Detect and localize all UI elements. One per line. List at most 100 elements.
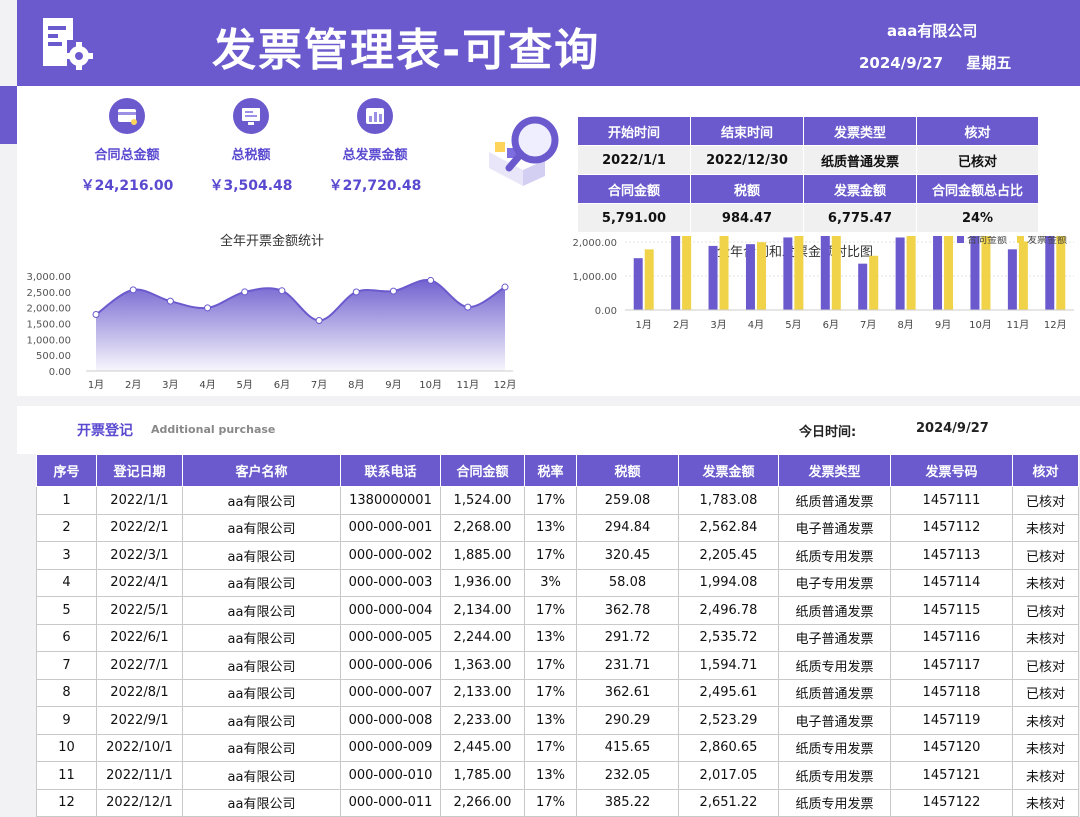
table-cell[interactable]: 已核对 (1012, 596, 1079, 625)
table-cell[interactable]: 2022/4/1 (96, 568, 183, 597)
table-cell[interactable]: 3% (524, 568, 577, 597)
table-cell[interactable]: 1,785.00 (440, 761, 525, 790)
table-cell[interactable]: 2,205.45 (678, 541, 779, 570)
table-cell[interactable]: 1457121 (890, 761, 1013, 790)
table-cell[interactable]: aa有限公司 (182, 788, 341, 817)
table-cell[interactable]: 362.78 (576, 596, 679, 625)
table-cell[interactable]: 未核对 (1012, 513, 1079, 542)
table-cell[interactable]: 291.72 (576, 623, 679, 652)
table-cell[interactable]: 1457118 (890, 678, 1013, 707)
table-cell[interactable]: 电子普通发票 (778, 513, 891, 542)
table-cell[interactable]: 294.84 (576, 513, 679, 542)
table-cell[interactable]: 1,936.00 (440, 568, 525, 597)
table-cell[interactable]: 2,133.00 (440, 678, 525, 707)
table-cell[interactable]: 362.61 (576, 678, 679, 707)
table-cell[interactable]: 2022/9/1 (96, 706, 183, 735)
table-cell[interactable]: 1457117 (890, 651, 1013, 680)
table-cell[interactable]: 000-000-002 (340, 541, 441, 570)
table-cell[interactable]: 2022/10/1 (96, 733, 183, 762)
end-date-cell[interactable]: 2022/12/30 (690, 145, 804, 175)
table-cell[interactable]: 000-000-011 (340, 788, 441, 817)
table-cell[interactable]: 2022/12/1 (96, 788, 183, 817)
table-cell[interactable]: 1,524.00 (440, 486, 525, 515)
table-cell[interactable]: 未核对 (1012, 706, 1079, 735)
table-cell[interactable]: 未核对 (1012, 761, 1079, 790)
table-cell[interactable]: 17% (524, 486, 577, 515)
table-cell[interactable]: 320.45 (576, 541, 679, 570)
invoice-type-cell[interactable]: 纸质普通发票 (803, 145, 917, 175)
table-cell[interactable]: 6 (36, 623, 97, 652)
table-cell[interactable]: 2022/3/1 (96, 541, 183, 570)
table-cell[interactable]: aa有限公司 (182, 623, 341, 652)
table-cell[interactable]: 000-000-010 (340, 761, 441, 790)
table-cell[interactable]: 4 (36, 568, 97, 597)
table-cell[interactable]: 1457122 (890, 788, 1013, 817)
table-cell[interactable]: 1,994.08 (678, 568, 779, 597)
table-cell[interactable]: 17% (524, 733, 577, 762)
table-cell[interactable]: 1,363.00 (440, 651, 525, 680)
table-cell[interactable]: 2,017.05 (678, 761, 779, 790)
table-cell[interactable]: 2,244.00 (440, 623, 525, 652)
table-cell[interactable]: 2,134.00 (440, 596, 525, 625)
table-cell[interactable]: 纸质普通发票 (778, 678, 891, 707)
table-cell[interactable]: 000-000-004 (340, 596, 441, 625)
table-cell[interactable]: 9 (36, 706, 97, 735)
table-cell[interactable]: 2022/7/1 (96, 651, 183, 680)
table-cell[interactable]: 232.05 (576, 761, 679, 790)
table-cell[interactable]: 13% (524, 706, 577, 735)
table-cell[interactable]: 未核对 (1012, 788, 1079, 817)
table-cell[interactable]: aa有限公司 (182, 733, 341, 762)
table-cell[interactable]: 纸质专用发票 (778, 733, 891, 762)
table-cell[interactable]: 000-000-008 (340, 706, 441, 735)
table-cell[interactable]: 1457115 (890, 596, 1013, 625)
table-cell[interactable]: aa有限公司 (182, 706, 341, 735)
table-cell[interactable]: 纸质专用发票 (778, 761, 891, 790)
table-cell[interactable]: 000-000-006 (340, 651, 441, 680)
table-cell[interactable]: 1,783.08 (678, 486, 779, 515)
check-status-cell[interactable]: 已核对 (916, 145, 1039, 175)
table-cell[interactable]: 2 (36, 513, 97, 542)
table-cell[interactable]: 5 (36, 596, 97, 625)
table-cell[interactable]: 纸质专用发票 (778, 651, 891, 680)
start-date-cell[interactable]: 2022/1/1 (577, 145, 691, 175)
table-cell[interactable]: 13% (524, 513, 577, 542)
table-cell[interactable]: aa有限公司 (182, 651, 341, 680)
table-cell[interactable]: aa有限公司 (182, 678, 341, 707)
table-cell[interactable]: 纸质普通发票 (778, 596, 891, 625)
table-cell[interactable]: 2,523.29 (678, 706, 779, 735)
table-cell[interactable]: 2,268.00 (440, 513, 525, 542)
table-cell[interactable]: 已核对 (1012, 678, 1079, 707)
table-cell[interactable]: 2,535.72 (678, 623, 779, 652)
table-cell[interactable]: 10 (36, 733, 97, 762)
table-cell[interactable]: 电子普通发票 (778, 706, 891, 735)
table-cell[interactable]: 385.22 (576, 788, 679, 817)
table-cell[interactable]: 2,496.78 (678, 596, 779, 625)
table-cell[interactable]: 231.71 (576, 651, 679, 680)
table-cell[interactable]: 17% (524, 651, 577, 680)
table-cell[interactable]: 1457111 (890, 486, 1013, 515)
table-cell[interactable]: aa有限公司 (182, 596, 341, 625)
table-cell[interactable]: 17% (524, 596, 577, 625)
table-cell[interactable]: 8 (36, 678, 97, 707)
table-cell[interactable]: 2022/5/1 (96, 596, 183, 625)
table-cell[interactable]: 2022/2/1 (96, 513, 183, 542)
table-cell[interactable]: 已核对 (1012, 651, 1079, 680)
table-cell[interactable]: 2,445.00 (440, 733, 525, 762)
table-cell[interactable]: 纸质专用发票 (778, 541, 891, 570)
table-cell[interactable]: 000-000-009 (340, 733, 441, 762)
table-cell[interactable]: 1457112 (890, 513, 1013, 542)
table-cell[interactable]: 17% (524, 541, 577, 570)
table-cell[interactable]: 1457120 (890, 733, 1013, 762)
table-cell[interactable]: 1,594.71 (678, 651, 779, 680)
table-cell[interactable]: 7 (36, 651, 97, 680)
table-cell[interactable]: 2,860.65 (678, 733, 779, 762)
table-cell[interactable]: 未核对 (1012, 623, 1079, 652)
table-cell[interactable]: aa有限公司 (182, 513, 341, 542)
table-cell[interactable]: 2,233.00 (440, 706, 525, 735)
table-cell[interactable]: 000-000-007 (340, 678, 441, 707)
table-cell[interactable]: 纸质专用发票 (778, 788, 891, 817)
table-cell[interactable]: 电子专用发票 (778, 568, 891, 597)
table-cell[interactable]: 纸质普通发票 (778, 486, 891, 515)
table-cell[interactable]: 000-000-005 (340, 623, 441, 652)
table-cell[interactable]: 2,495.61 (678, 678, 779, 707)
